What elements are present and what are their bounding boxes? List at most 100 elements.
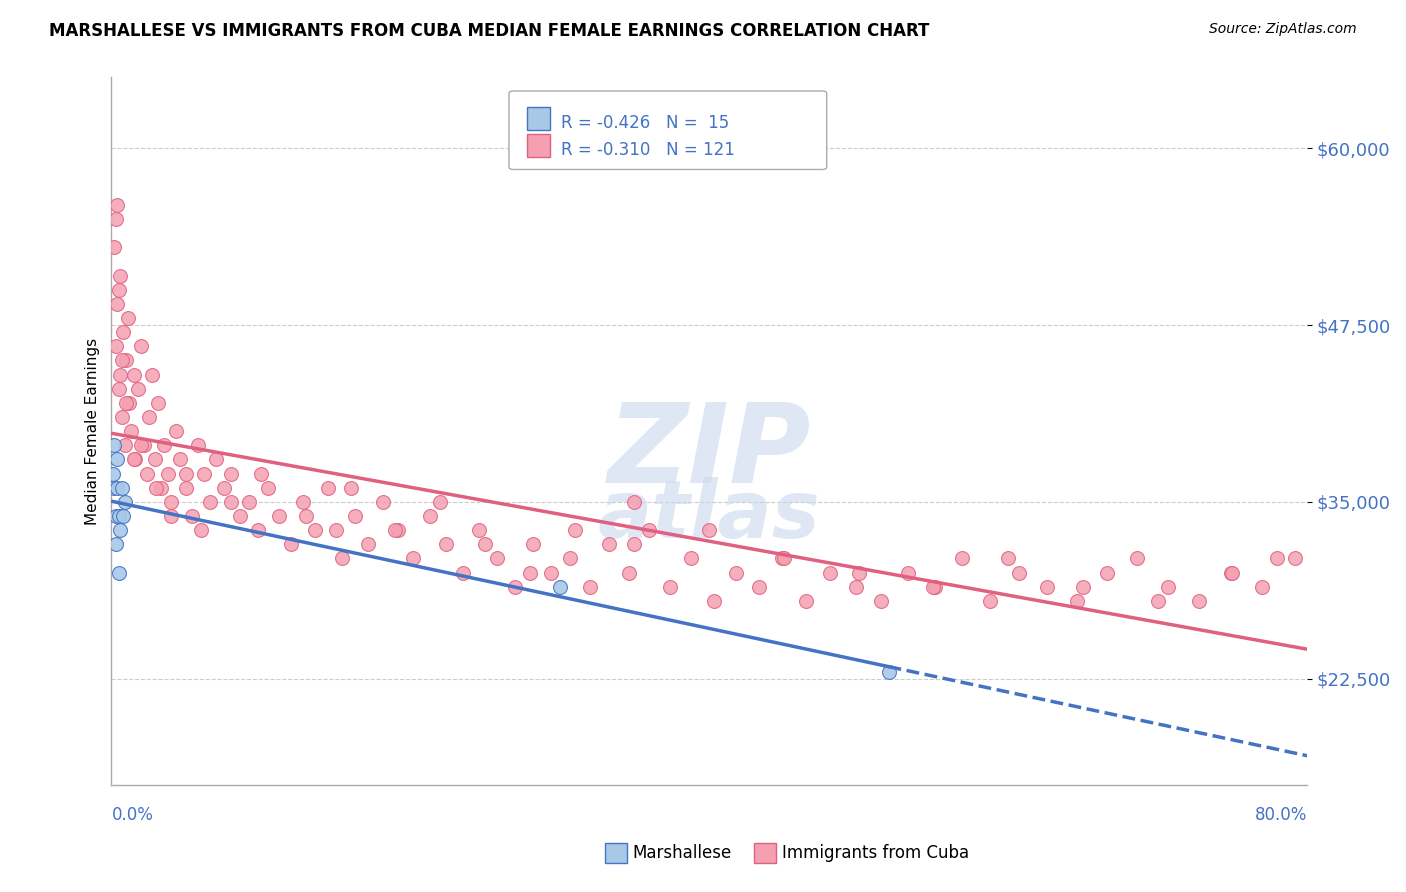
Point	[357, 537, 380, 551]
Point	[339, 481, 361, 495]
Text: atlas: atlas	[598, 477, 821, 555]
Point	[578, 580, 600, 594]
Point	[773, 551, 796, 566]
Point	[330, 551, 353, 566]
Text: Immigrants from Cuba: Immigrants from Cuba	[782, 844, 969, 862]
Point	[384, 523, 406, 537]
Point	[134, 438, 156, 452]
Y-axis label: Median Female Earnings: Median Female Earnings	[86, 337, 100, 524]
Point	[617, 566, 640, 580]
Point	[373, 495, 395, 509]
Point	[950, 551, 973, 566]
Point	[111, 409, 134, 424]
Point	[114, 495, 136, 509]
Point	[110, 523, 132, 537]
Text: Marshallese: Marshallese	[633, 844, 733, 862]
Point	[108, 283, 131, 297]
Point	[143, 452, 166, 467]
Point	[104, 339, 127, 353]
Point	[748, 580, 770, 594]
Point	[110, 368, 132, 382]
Point	[1036, 580, 1059, 594]
Point	[118, 396, 141, 410]
Point	[291, 495, 314, 509]
Point	[703, 594, 725, 608]
Point	[146, 396, 169, 410]
Point	[638, 523, 661, 537]
Point	[474, 537, 496, 551]
Point	[108, 509, 131, 524]
Point	[122, 452, 145, 467]
Point	[434, 537, 457, 551]
Point	[922, 580, 945, 594]
Point	[120, 424, 142, 438]
Point	[219, 495, 242, 509]
Text: 0.0%: 0.0%	[111, 806, 153, 824]
Point	[1219, 566, 1241, 580]
Point	[623, 495, 645, 509]
Point	[1284, 551, 1306, 566]
Point	[519, 566, 541, 580]
Point	[451, 566, 474, 580]
Point	[152, 438, 174, 452]
Point	[169, 452, 191, 467]
Point	[246, 523, 269, 537]
Point	[198, 495, 221, 509]
Point	[129, 438, 152, 452]
Text: R = -0.310   N = 121: R = -0.310 N = 121	[561, 141, 735, 159]
Point	[845, 580, 868, 594]
Point	[193, 467, 215, 481]
Point	[250, 467, 273, 481]
Point	[1071, 580, 1094, 594]
Point	[160, 509, 183, 524]
Point	[429, 495, 451, 509]
Point	[1251, 580, 1274, 594]
Point	[112, 509, 135, 524]
Point	[124, 452, 146, 467]
Point	[122, 368, 145, 382]
Point	[181, 509, 204, 524]
Text: ZIP: ZIP	[607, 399, 811, 506]
Point	[1265, 551, 1288, 566]
Point	[924, 580, 946, 594]
Point	[141, 368, 163, 382]
Point	[796, 594, 818, 608]
Point	[402, 551, 425, 566]
Point	[117, 310, 139, 325]
Point	[229, 509, 252, 524]
Point	[157, 467, 180, 481]
Point	[772, 551, 794, 566]
Point	[111, 481, 134, 495]
Point	[522, 537, 544, 551]
Point	[344, 509, 367, 524]
Point	[114, 438, 136, 452]
Point	[1220, 566, 1243, 580]
Point	[598, 537, 620, 551]
Point	[103, 240, 125, 254]
Point	[115, 353, 138, 368]
Point	[304, 523, 326, 537]
Point	[623, 537, 645, 551]
Point	[104, 211, 127, 226]
Point	[219, 467, 242, 481]
Point	[160, 495, 183, 509]
Point	[503, 580, 526, 594]
Point	[325, 523, 347, 537]
Point	[848, 566, 870, 580]
Point	[1066, 594, 1088, 608]
Point	[257, 481, 280, 495]
Point	[205, 452, 228, 467]
Point	[110, 268, 132, 283]
Point	[997, 551, 1019, 566]
Point	[1157, 580, 1180, 594]
Point	[104, 509, 127, 524]
Point	[103, 481, 125, 495]
Point	[1125, 551, 1147, 566]
Point	[1095, 566, 1118, 580]
Point	[103, 438, 125, 452]
Text: MARSHALLESE VS IMMIGRANTS FROM CUBA MEDIAN FEMALE EARNINGS CORRELATION CHART: MARSHALLESE VS IMMIGRANTS FROM CUBA MEDI…	[49, 22, 929, 40]
Point	[485, 551, 508, 566]
Point	[187, 438, 209, 452]
Point	[174, 467, 197, 481]
Point	[138, 409, 160, 424]
